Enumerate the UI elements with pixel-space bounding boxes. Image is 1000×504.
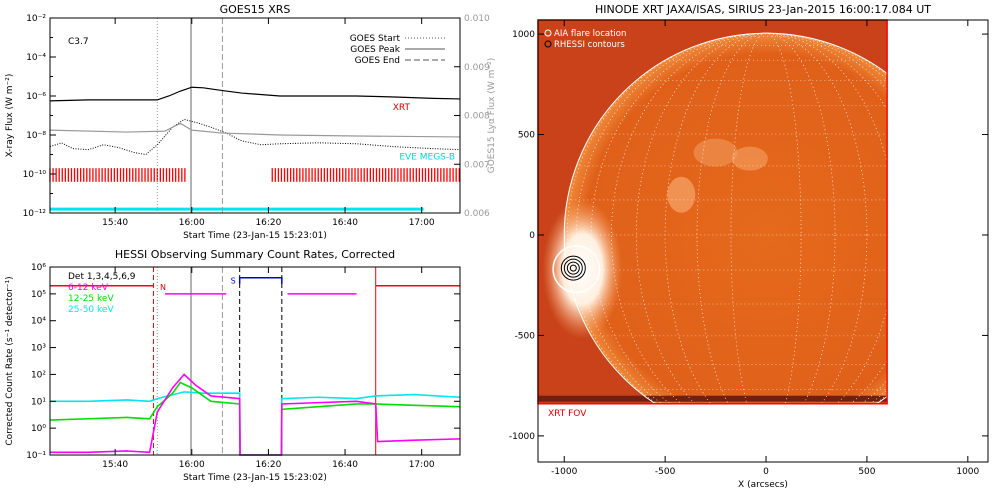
hessi-xtick-label: 17:00 (409, 460, 435, 470)
hessi-legend-label: 12-25 keV (68, 294, 114, 304)
goes-series-ly--flux (49, 122, 461, 138)
hessi-series-25-50-keV (50, 391, 461, 456)
xrt-image: HINODE XRT JAXA/ISAS, SIRIUS 23-Jan-2015… (509, 3, 989, 490)
hessi-xtick-label: 16:00 (179, 460, 205, 470)
rhessi-contour (563, 258, 583, 278)
xrt-xtick-label: 500 (858, 467, 875, 477)
goes-legend-label: GOES Peak (350, 45, 400, 55)
xrt-xtick-label: 0 (763, 467, 769, 477)
goes-legend-label: GOES Start (350, 34, 401, 44)
xrt-plot-frame (537, 19, 989, 463)
hessi-legend-label: 25-50 keV (68, 305, 114, 315)
goes-xtick-label: 16:20 (255, 218, 281, 228)
xrt-bottom-band (538, 395, 888, 402)
xrt-xtick-label: 1000 (956, 467, 979, 477)
goes-ytick-label: 10⁻⁶ (26, 92, 46, 102)
hessi-ytick-label: 10² (31, 370, 46, 380)
solar-limb (563, 32, 888, 404)
hessi-ytick-label: 10⁰ (31, 424, 46, 434)
goes-xtick-label: 15:40 (102, 218, 128, 228)
hessi-ylabel: Corrected Count Rate (s⁻¹ detector⁻¹) (5, 276, 15, 445)
goes-y2tick-label: 0.010 (464, 14, 490, 24)
goes-series-short-channel (49, 118, 461, 156)
xrt-ytick-label: -1000 (509, 432, 535, 442)
xrt-xlabel: X (arcsecs) (738, 480, 788, 490)
flare-class-label: C3.7 (68, 37, 89, 47)
xrt-label: XRT (393, 103, 411, 113)
hessi-ytick-label: 10⁵ (31, 290, 46, 300)
xrt-image-group (538, 20, 888, 404)
hessi-night-flag: N (160, 283, 166, 292)
xrt-legend-label: RHESSI contours (554, 40, 625, 50)
hessi-legend-label: Det 1,3,4,5,6,9 (68, 272, 136, 282)
hessi-ytick-label: 10¹ (31, 397, 46, 407)
goes-legend-label: GOES End (355, 56, 400, 66)
goes-ytick-label: 10⁻² (26, 14, 46, 24)
xrt-xtick-label: -500 (655, 467, 676, 477)
xrt-legend-label: AIA flare location (554, 29, 626, 39)
hessi-title: HESSI Observing Summary Count Rates, Cor… (115, 248, 395, 261)
rhessi-contour (560, 255, 586, 281)
goes-xlabel: Start Time (23-Jan-15 15:23:01) (183, 231, 327, 241)
hessi-xlabel: Start Time (23-Jan-15 15:23:02) (183, 473, 327, 483)
active-region (731, 146, 768, 171)
aia-legend-icon (544, 29, 552, 37)
hessi-series-6-12-keV (50, 373, 461, 456)
solar-disk (564, 33, 888, 404)
xrt-ytick-label: -500 (515, 331, 536, 341)
hessi-xtick-label: 16:40 (332, 460, 358, 470)
hessi-ytick-label: 10⁻¹ (26, 451, 46, 461)
hessi-ytick-label: 10⁶ (31, 263, 46, 273)
goes-chart: GOES15 XRS 10⁻¹² 10⁻¹⁰ 10⁻⁸ 10⁻⁶ 10⁻⁴ 10⁻² 0.00… (5, 3, 497, 241)
active-region (667, 176, 696, 213)
eve-label: EVE MEGS-B (399, 152, 455, 162)
aia-flare-circle (552, 245, 601, 294)
longitude-line (567, 32, 888, 404)
hessi-plot-frame (49, 266, 461, 456)
goes-ytick-label: 10⁻⁴ (26, 53, 46, 63)
goes-ytick-label: 10⁻⁸ (26, 131, 46, 141)
hessi-xtick-label: 16:20 (255, 460, 281, 470)
xrt-ytick-label: 500 (518, 131, 535, 141)
xrt-coverage-group (49, 168, 460, 182)
goes-y2tick-label: 0.009 (464, 63, 490, 73)
hessi-series-12-25-keV (49, 381, 461, 456)
goes-y2label: GOES15 Lyα Flux (W m⁻²) (487, 58, 497, 174)
xrt-title: HINODE XRT JAXA/ISAS, SIRIUS 23-Jan-2015… (595, 3, 931, 16)
xrt-ytick-label: 0 (529, 231, 535, 241)
goes-y2tick-label: 0.008 (464, 112, 490, 122)
goes-ylabel: X-ray Flux (W m⁻²) (5, 74, 15, 158)
goes-y2tick-label: 0.007 (464, 160, 490, 170)
goes-xtick-label: 16:00 (179, 218, 205, 228)
goes-ytick-label: 10⁻¹⁰ (23, 170, 47, 180)
hessi-ytick-label: 10⁴ (31, 317, 46, 327)
goes-xtick-label: 17:00 (409, 218, 435, 228)
hessi-xtick-label: 15:40 (102, 460, 128, 470)
goes-y2tick-label: 0.006 (464, 209, 490, 219)
hessi-panel: HESSI Observing Summary Count Rates, Cor… (0, 245, 500, 500)
hessi-saa-bracket (238, 276, 283, 284)
xrt-panel: HINODE XRT JAXA/ISAS, SIRIUS 23-Jan-2015… (500, 0, 1000, 500)
rhessi-contour (569, 264, 577, 272)
xrt-ytick-label: 1000 (512, 30, 535, 40)
goes-ytick-label: 10⁻¹² (23, 209, 47, 219)
goes-title: GOES15 XRS (220, 3, 291, 16)
rhessi-legend-icon (544, 40, 552, 48)
goes-xtick-label: 16:40 (332, 218, 358, 228)
xrt-xtick-label: -1000 (551, 467, 577, 477)
hessi-chart: HESSI Observing Summary Count Rates, Cor… (5, 248, 461, 483)
goes-panel: GOES15 XRS 10⁻¹² 10⁻¹⁰ 10⁻⁸ 10⁻⁶ 10⁻⁴ 10⁻² 0.00… (0, 0, 500, 245)
goes-series-long-channel (49, 86, 461, 102)
xrt-fov-label: XRT FOV (548, 409, 587, 419)
active-region (693, 138, 738, 167)
hessi-saa-flag: S (231, 277, 236, 286)
rhessi-contour (566, 261, 580, 275)
hessi-legend-label: 6-12 keV (68, 283, 109, 293)
hessi-ytick-label: 10³ (31, 344, 46, 354)
